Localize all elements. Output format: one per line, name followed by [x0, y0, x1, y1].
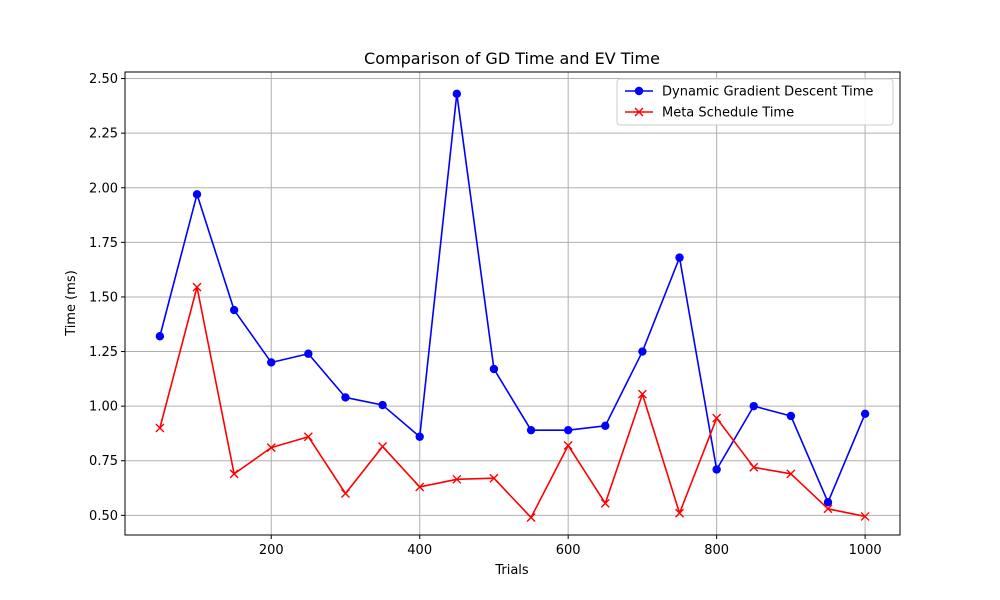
data-point [749, 401, 758, 411]
marker-stroke [563, 440, 573, 450]
data-point [860, 511, 870, 521]
data-point [229, 469, 239, 479]
marker-stroke [378, 442, 388, 452]
data-point [712, 465, 721, 474]
legend-marker [634, 107, 644, 117]
data-point [526, 513, 536, 523]
ticks: 200 400 600 800 1000 0.50 0.75 1.00 1.25 1.50 1.75… [89, 72, 882, 558]
data-point [638, 347, 647, 356]
series-line [159, 93, 866, 504]
series-line [159, 286, 866, 519]
y-tick-label: 2.25 [89, 127, 118, 142]
y-tick-label: 2.00 [89, 181, 118, 196]
data-point [600, 498, 610, 508]
chart-title: Comparison of GD Time and EV Time [364, 49, 660, 68]
marker-stroke [303, 432, 313, 442]
data-point [192, 190, 202, 199]
data-point [601, 421, 610, 431]
y-tick-label: 0.75 [89, 454, 118, 469]
data-point [489, 364, 499, 374]
marker-stroke [823, 504, 833, 514]
y-tick-label: 2.50 [89, 72, 118, 87]
marker-stroke [749, 462, 759, 472]
data-point [452, 89, 462, 99]
y-tick-label: 1.75 [89, 236, 118, 251]
data-point [712, 413, 722, 423]
marker-stroke [192, 282, 202, 292]
plot-frame [124, 71, 901, 536]
data-point [786, 411, 796, 421]
data-point [563, 425, 573, 435]
legend-frame [616, 78, 894, 126]
data-point [637, 389, 647, 399]
data-point [675, 508, 685, 518]
data-point [526, 425, 536, 435]
marker-stroke [340, 489, 350, 498]
data-point [378, 442, 388, 452]
legend: Dynamic Gradient Descent Time Meta Schedu… [616, 78, 894, 126]
marker-stroke [155, 423, 165, 433]
data-point [489, 473, 499, 483]
marker-stroke [600, 498, 610, 508]
marker-stroke [675, 508, 685, 518]
y-axis-label: Time (ms) [64, 270, 79, 337]
data-point [155, 423, 165, 433]
x-tick-label: 1000 [849, 543, 882, 558]
marker-stroke [860, 511, 870, 521]
legend-item: Dynamic Gradient Descent Time [625, 85, 873, 100]
x-tick-label: 800 [704, 543, 729, 558]
series-layer [155, 89, 870, 523]
marker-stroke [712, 413, 722, 423]
data-point [341, 393, 350, 402]
data-point [823, 498, 833, 507]
data-point [229, 305, 239, 315]
legend-label: Dynamic Gradient Descent Time [662, 85, 873, 100]
y-tick-label: 1.25 [89, 345, 118, 360]
data-point [415, 482, 425, 492]
data-point [452, 474, 462, 484]
x-tick-label: 200 [259, 543, 284, 558]
x-axis-label: Trials [494, 563, 529, 578]
data-point [749, 462, 759, 472]
data-point [303, 432, 313, 442]
y-tick-label: 1.50 [89, 290, 118, 305]
data-point [415, 432, 424, 441]
marker-stroke [526, 513, 536, 523]
data-point [378, 400, 387, 410]
x-tick-label: 600 [556, 543, 581, 558]
legend-label: Meta Schedule Time [662, 106, 794, 121]
marker-stroke [637, 389, 647, 399]
data-point [675, 253, 684, 262]
legend-marker [634, 86, 644, 96]
x-tick-label: 400 [407, 543, 432, 558]
y-tick-label: 0.50 [89, 509, 118, 524]
grid [125, 72, 900, 535]
series-gradient-descent [155, 89, 870, 507]
marker-stroke [786, 469, 796, 479]
y-tick-label: 1.00 [89, 400, 118, 415]
data-point [266, 443, 276, 453]
data-point [563, 440, 573, 450]
data-point [267, 358, 276, 367]
data-point [860, 409, 870, 418]
data-point [304, 349, 313, 358]
marker-stroke [229, 469, 239, 479]
marker-stroke [452, 474, 462, 484]
legend-item: Meta Schedule Time [625, 106, 794, 121]
data-point [786, 469, 796, 479]
data-point [192, 282, 202, 292]
marker-stroke [415, 482, 425, 492]
data-point [155, 332, 165, 341]
series-meta-schedule [155, 282, 870, 523]
data-point [340, 489, 350, 498]
data-point [823, 504, 833, 514]
marker-stroke [266, 443, 276, 453]
marker-stroke [489, 473, 499, 483]
